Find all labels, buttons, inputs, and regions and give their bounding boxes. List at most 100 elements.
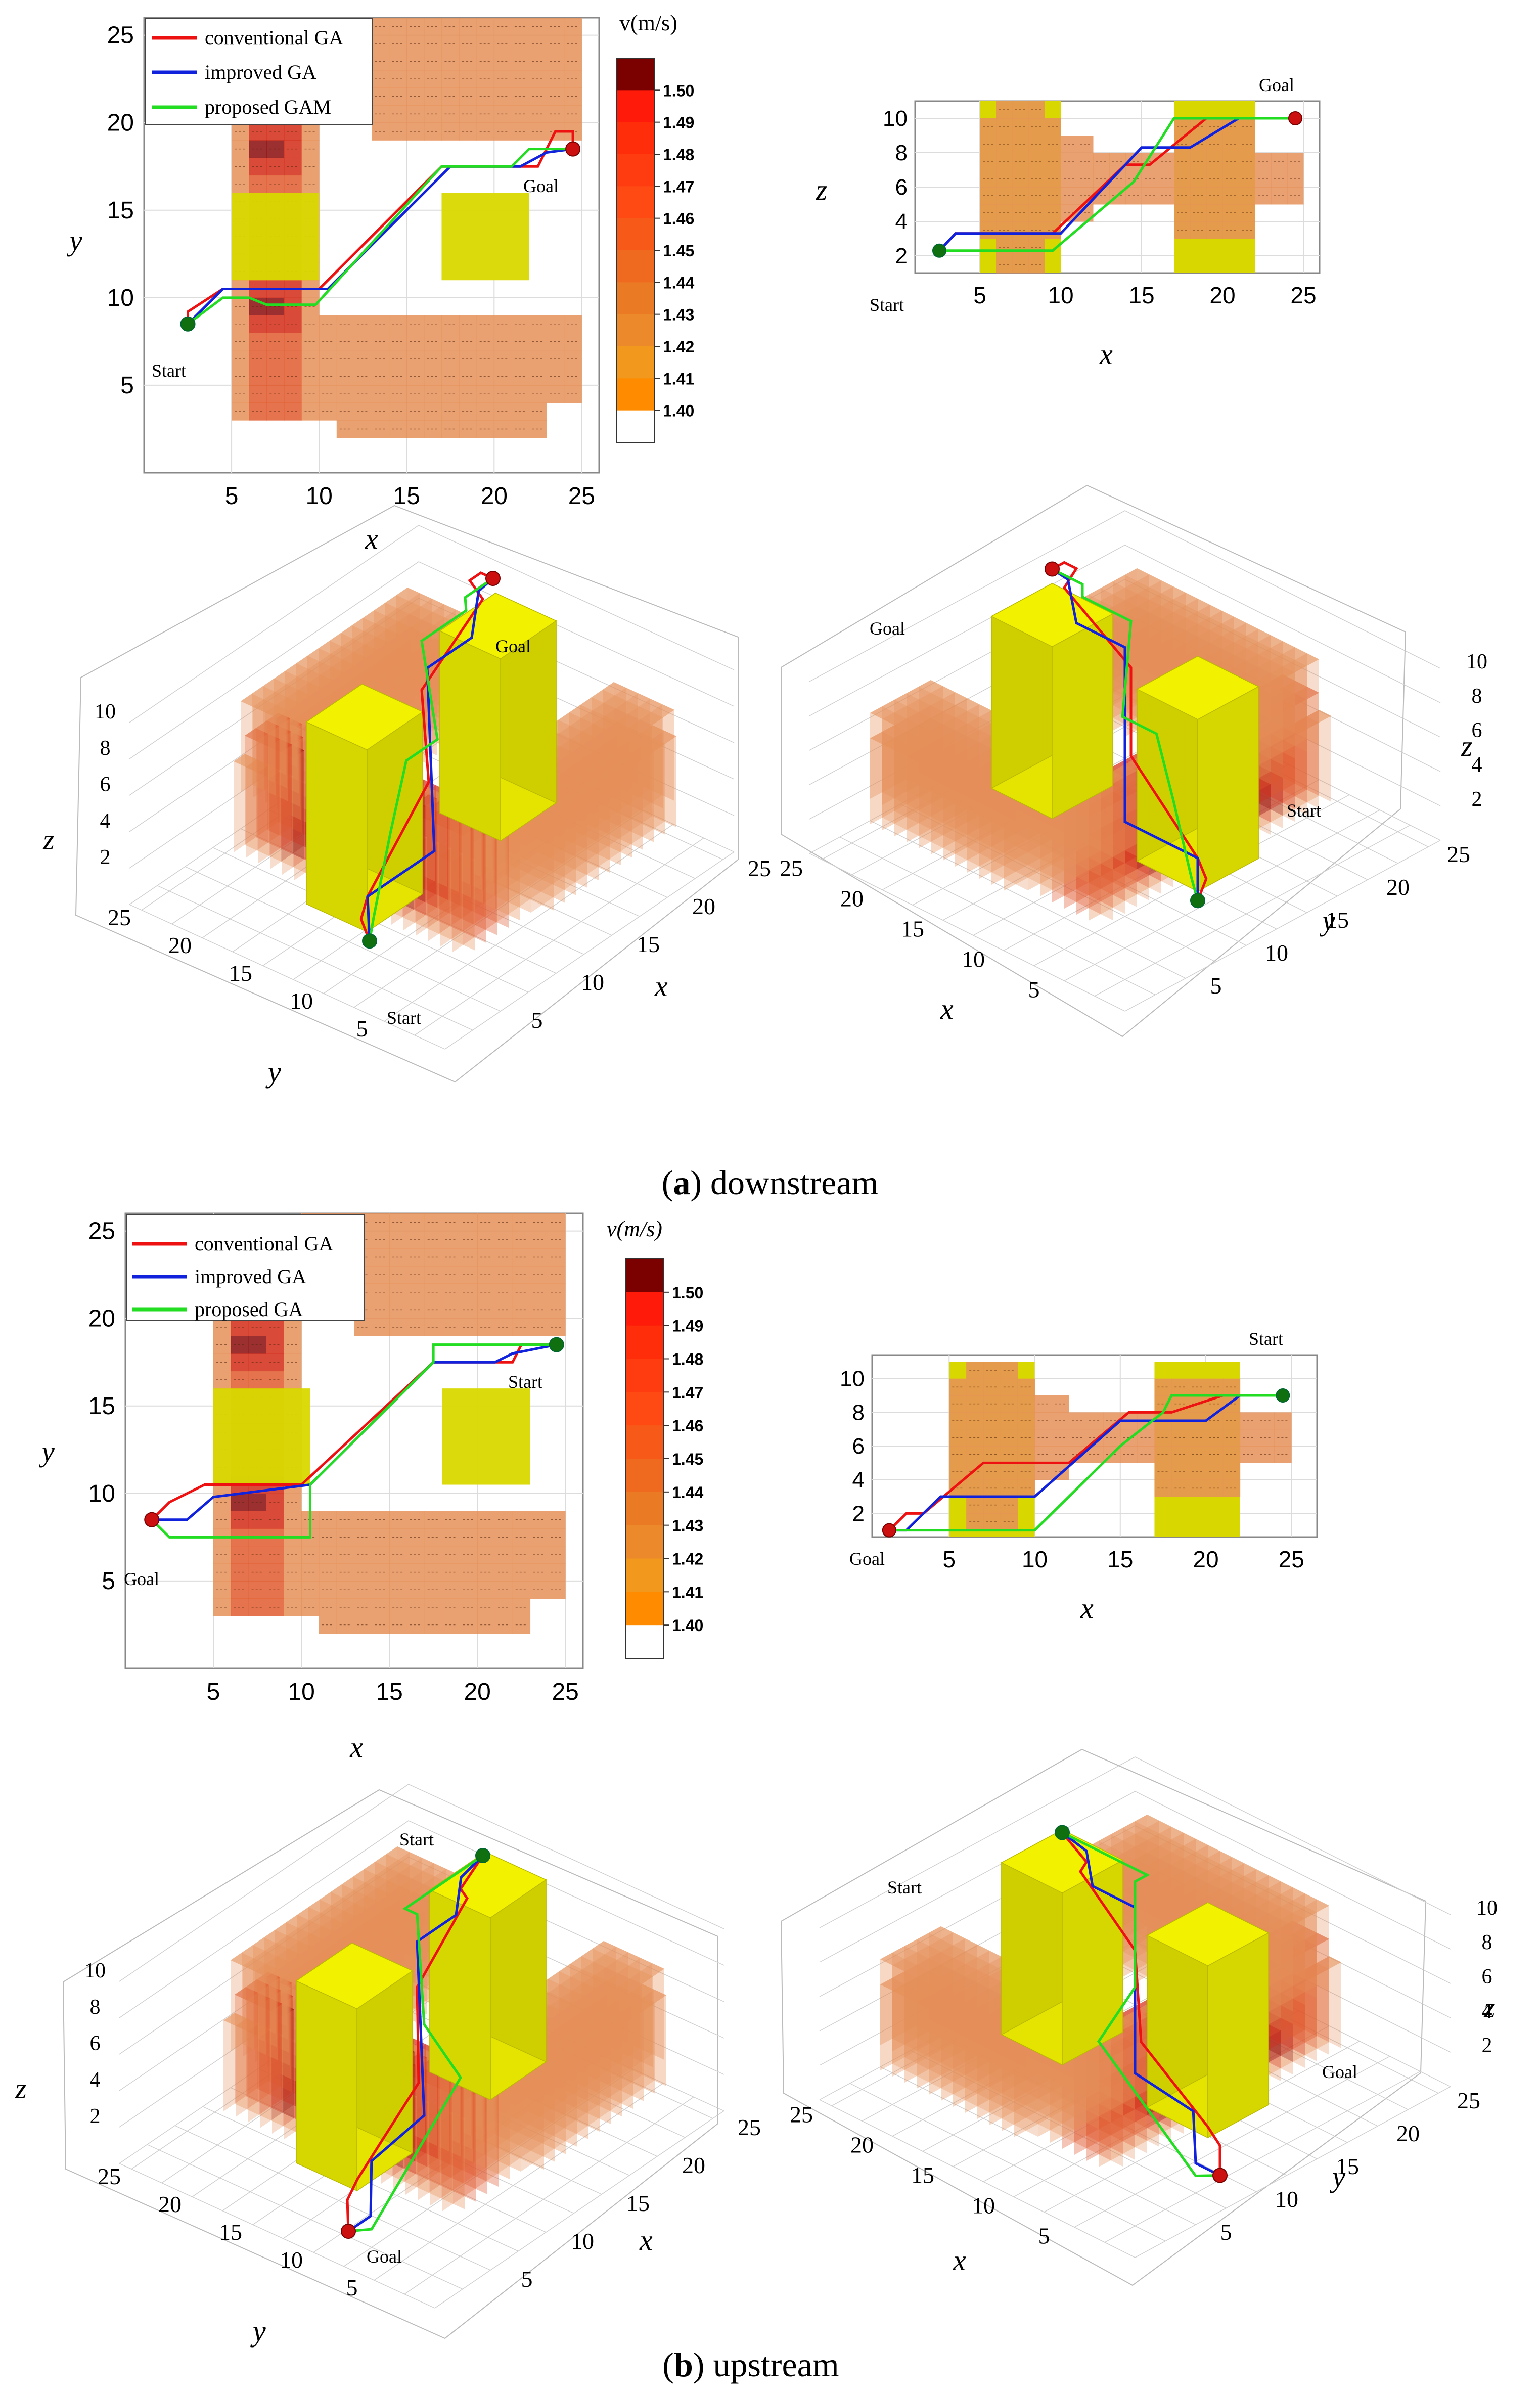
y-tick-label: 5 (356, 1016, 368, 1042)
voxel-top (364, 623, 387, 637)
voxel-side (1283, 641, 1295, 733)
voxel-side (572, 752, 584, 848)
voxel-top (296, 656, 320, 669)
voxel-top (615, 688, 638, 701)
voxel-side (508, 824, 520, 920)
voxel-side (919, 680, 931, 773)
voxel-top (356, 670, 379, 684)
upstream-xy-plot: 5 5 10 10 15 15 20 20 25 25 x y Goal Start conven… (39, 1212, 584, 1764)
voxel-top (558, 712, 581, 726)
voxel-top (433, 604, 456, 617)
voxel-side (631, 753, 643, 850)
z-tick-label: 8 (852, 1400, 865, 1425)
voxel-side (440, 848, 451, 947)
voxel-top (619, 740, 642, 753)
voxel-side (452, 854, 463, 953)
x-tick-label: 25 (1279, 1546, 1304, 1572)
voxel-side (291, 732, 303, 846)
colorbar-tick-label: 1.42 (672, 1550, 703, 1568)
voxel-side (575, 784, 586, 882)
voxel-top (594, 716, 617, 729)
x-axis-label: x (940, 992, 954, 1025)
voxel-side (282, 776, 293, 875)
voxel-side (1295, 647, 1307, 739)
voxel-top (323, 693, 346, 706)
obstacle-face (429, 1889, 491, 2101)
upstream-colorbar: v(m/s) 1.50 1.49 1.48 1.47 1.46 1.45 1.44 1.43 1… (607, 1216, 703, 1659)
voxel-top (380, 682, 403, 695)
voxel-side (449, 804, 461, 919)
voxel-side (652, 725, 664, 822)
colorbar-tick-label: 1.43 (672, 1517, 703, 1535)
obstacle-face (1197, 686, 1259, 892)
start-marker (549, 1337, 564, 1352)
x-tick-label: 10 (1048, 282, 1073, 308)
voxel-side (586, 784, 599, 880)
voxel-top (341, 625, 364, 639)
voxel-side (293, 776, 305, 873)
voxel-top (390, 661, 414, 674)
voxel-side (979, 704, 991, 796)
voxel-top (584, 750, 608, 763)
voxel-side (1125, 758, 1137, 850)
x-tick-label: 20 (840, 886, 864, 912)
voxel-top (366, 650, 389, 663)
voxel-side (287, 697, 299, 794)
colorbar-swatch (626, 1625, 664, 1659)
grid-floor (444, 851, 735, 1050)
voxel-side (585, 771, 598, 867)
obstacle-block (232, 193, 320, 281)
velocity-cells (980, 101, 1304, 274)
colorbar-tick-label: 1.50 (672, 1284, 703, 1302)
voxel-top (397, 601, 421, 614)
x-tick-label: 5 (1028, 977, 1040, 1003)
voxel-top (398, 614, 422, 627)
obstacle-face (1052, 613, 1113, 820)
voxel-top (267, 713, 290, 726)
voxel-side (410, 614, 422, 710)
z-tick-label: 8 (100, 737, 111, 760)
voxel-side (586, 776, 598, 875)
voxel-side (574, 778, 586, 875)
upstream-xz-plot: 5 10 15 20 25 2 4 6 8 10 x Goal Start (840, 1329, 1318, 1624)
x-tick-label: 25 (780, 855, 803, 881)
z-axis-label: z (42, 823, 55, 856)
voxel-top (410, 606, 433, 619)
z-tick-label: 6 (895, 175, 908, 200)
voxel-side (650, 699, 662, 795)
voxel-side (598, 776, 610, 873)
voxel-top (401, 653, 425, 666)
voxel-top (642, 738, 665, 751)
voxel-top (607, 735, 630, 748)
voxel-side (629, 727, 641, 824)
voxel-side (580, 705, 593, 801)
goal-marker (882, 1523, 896, 1538)
voxel-top (574, 771, 598, 784)
voxel-side (289, 724, 301, 820)
voxel-side (615, 695, 627, 792)
x-tick-label: 20 (464, 1679, 490, 1705)
voxel-side (608, 755, 620, 852)
x-axis-label: x (654, 970, 668, 1003)
x-tick-label: 15 (1107, 1546, 1133, 1572)
obstacles (232, 193, 529, 281)
voxel-side (894, 693, 907, 786)
y-tick-label: 15 (107, 197, 134, 224)
voxel-side (280, 732, 291, 848)
voxel-top (282, 776, 305, 789)
x-tick-label: 15 (901, 916, 924, 942)
voxel-top (629, 719, 652, 733)
voxel-top (580, 697, 604, 710)
voxel-side (559, 733, 571, 830)
voxel-top (640, 712, 663, 725)
grid-floor (353, 809, 644, 1008)
voxel-top (386, 608, 410, 621)
voxel-top (334, 686, 357, 699)
voxel-top (331, 646, 354, 659)
voxel-top (542, 806, 565, 820)
voxel-top (363, 610, 386, 623)
goal-label: Goal (870, 618, 905, 639)
colorbar-swatch (617, 346, 655, 379)
z-tick-label: 2 (852, 1501, 865, 1526)
colorbar-swatch (626, 1525, 664, 1559)
